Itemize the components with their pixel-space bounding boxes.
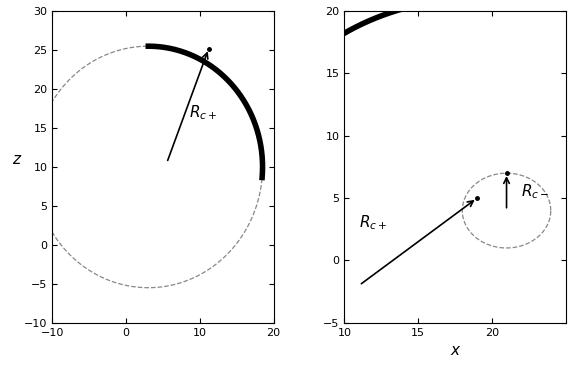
Text: $R_{c+}$: $R_{c+}$ [359,214,388,232]
Text: $R_{c+}$: $R_{c+}$ [189,103,217,122]
Y-axis label: z: z [12,152,20,167]
Text: $R_{c-}$: $R_{c-}$ [521,183,550,201]
X-axis label: x: x [451,343,459,358]
